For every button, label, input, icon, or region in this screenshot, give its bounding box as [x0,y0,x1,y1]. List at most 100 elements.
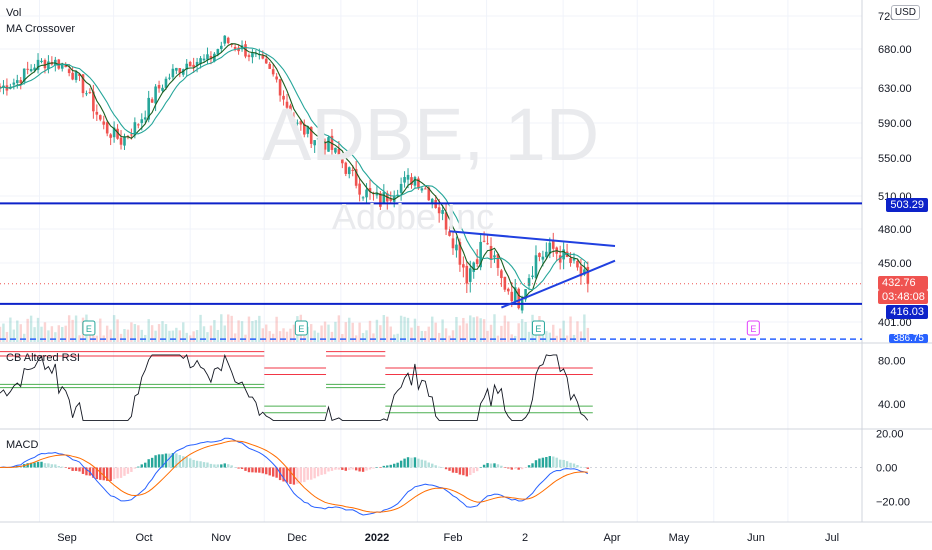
macd-histogram-bar [147,459,150,468]
candle-body [545,251,548,258]
volume-bar [109,329,112,342]
volume-bar [195,330,199,342]
volume-bar [261,328,264,342]
macd-histogram-bar [178,455,182,468]
macd-histogram-bar [61,466,64,468]
macd-signal-line [0,440,588,513]
macd-histogram-bar [285,467,289,483]
candle-body [334,147,337,153]
macd-histogram-bar [420,459,424,468]
candle-body [47,61,50,70]
volume-bar [503,315,507,342]
volume-bar [40,326,43,342]
candle-body [285,101,289,108]
volume-bar [458,325,462,342]
volume-bar [123,329,126,342]
volume-bar [434,322,437,342]
macd-histogram-bar [500,465,503,468]
earnings-badge-label: E [86,324,92,334]
candle-body [520,300,524,311]
macd-histogram-bar [54,464,57,468]
candle-body [171,68,175,78]
candle-body [220,45,223,50]
volume-bar [558,328,562,342]
candle-body [237,47,240,52]
candle-body [282,95,285,100]
macd-histogram-bar [119,467,123,478]
volume-bar [462,317,465,342]
macd-line [0,437,589,516]
macd-histogram-bar [579,466,583,468]
volume-bar [147,319,150,342]
triangle-upper-line [449,230,616,247]
candle-body [206,54,209,60]
macd-histogram-bar [403,458,406,468]
macd-histogram-bar [171,453,175,468]
currency-button[interactable]: USD [890,5,920,20]
price-tick-label: 630.00 [878,83,912,95]
volume-bar [496,335,500,342]
price-tick-label: 680.00 [878,44,912,56]
volume-bar [327,324,330,342]
candle-body [33,67,36,71]
macd-histogram-bar [310,467,313,480]
macd-title[interactable]: MACD [6,439,39,451]
volume-bar [185,332,188,342]
macd-histogram-bar [399,460,403,468]
time-tick-label: Jun [747,532,765,544]
triangle-lower-line [501,259,616,309]
macd-histogram-bar [43,463,47,468]
macd-histogram-bar [50,464,54,468]
volume-bar [424,331,427,342]
moving-averages [0,43,589,299]
macd-histogram-bar [431,463,434,468]
candle-body [396,194,399,196]
volume-bar [493,314,496,342]
macd-histogram-bar [361,467,365,472]
candle-body [583,269,586,275]
macd-histogram-bar [95,467,99,480]
volume-bar [313,330,316,342]
rsi-title[interactable]: CB Altered RSI [6,352,80,364]
candle-body [19,80,23,83]
candle-body [199,58,202,65]
volume-bar [50,326,54,342]
macd-histogram-bar [247,467,251,473]
ma-slow-line [0,46,589,291]
candle-body [586,266,590,284]
volume-bar [382,315,386,342]
candle-body [368,188,372,192]
macd-histogram-bar [282,467,285,482]
candle-body [551,240,555,249]
macd-histogram-bar [368,467,372,470]
macd-histogram-bar [275,467,278,478]
candle-body [15,80,19,84]
macd-histogram-bar [67,467,71,470]
candle-body [496,254,500,268]
macd-histogram-bar [424,460,427,468]
volume-bar [500,325,503,342]
legend-vol[interactable]: Vol [6,7,22,19]
volume-bar [455,316,458,342]
volume-bar [358,322,361,342]
volume-bar [105,325,109,342]
volume-bar [254,320,258,342]
legend-ma-crossover[interactable]: MA Crossover [6,23,76,35]
candle-body [320,135,323,143]
macd-histogram-bar [154,455,157,468]
macd-histogram-bar [303,467,306,483]
candle-body [500,270,503,279]
volume-bar [36,317,40,342]
macd-histogram-bar [99,467,102,480]
volume-bar [206,332,209,342]
candle-body [67,69,71,74]
macd-histogram-bar [455,467,458,473]
candle-body [403,177,406,183]
macd-histogram-bar [137,466,140,468]
candle-body [78,73,81,76]
candle-body [88,92,92,94]
volume-bar [78,335,81,342]
macd-tick-label: −20.00 [876,497,910,509]
volume-bar [444,328,448,342]
macd-histogram-bar [486,463,489,468]
